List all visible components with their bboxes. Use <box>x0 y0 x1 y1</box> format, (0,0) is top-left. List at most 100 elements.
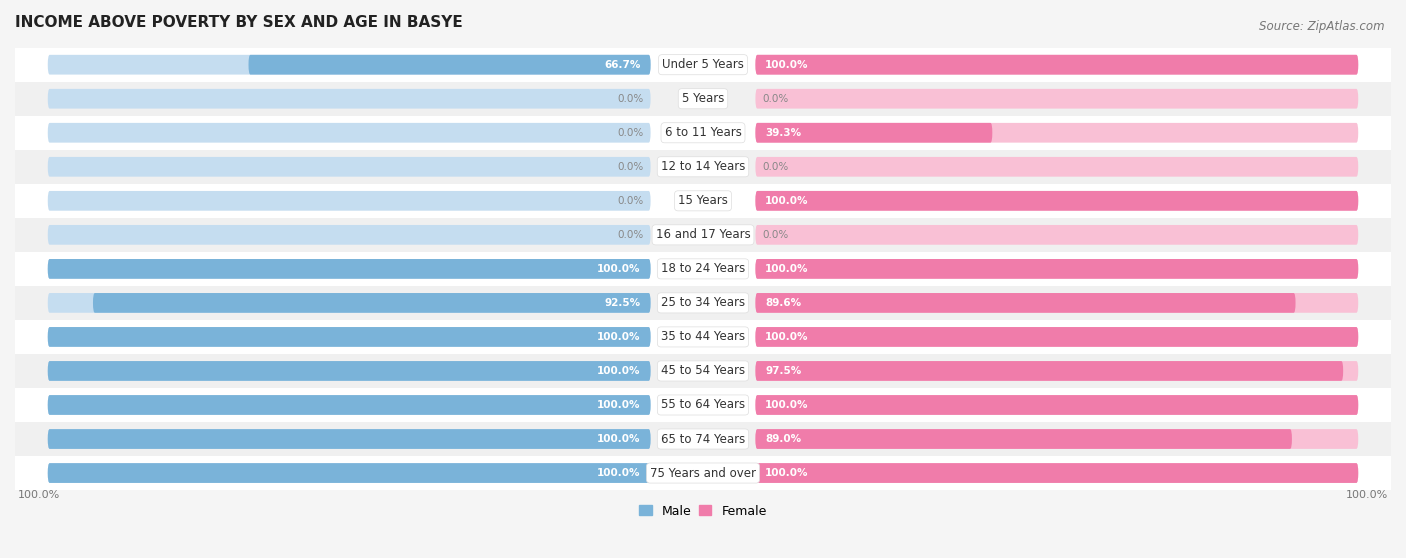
FancyBboxPatch shape <box>755 55 1358 75</box>
Bar <box>0 388 703 422</box>
Text: 5 Years: 5 Years <box>682 92 724 105</box>
Text: 35 to 44 Years: 35 to 44 Years <box>661 330 745 343</box>
Bar <box>0 116 703 150</box>
Text: INCOME ABOVE POVERTY BY SEX AND AGE IN BASYE: INCOME ABOVE POVERTY BY SEX AND AGE IN B… <box>15 15 463 30</box>
FancyBboxPatch shape <box>755 429 1358 449</box>
Text: 75 Years and over: 75 Years and over <box>650 466 756 479</box>
FancyBboxPatch shape <box>48 327 651 347</box>
Bar <box>0 286 703 320</box>
Text: 45 to 54 Years: 45 to 54 Years <box>661 364 745 377</box>
Text: Source: ZipAtlas.com: Source: ZipAtlas.com <box>1260 20 1385 32</box>
Bar <box>703 320 1406 354</box>
FancyBboxPatch shape <box>48 55 651 75</box>
Text: 100.0%: 100.0% <box>765 400 808 410</box>
Bar <box>703 81 1406 116</box>
Bar <box>703 218 1406 252</box>
Text: 89.0%: 89.0% <box>765 434 801 444</box>
FancyBboxPatch shape <box>48 123 651 143</box>
Bar <box>0 218 703 252</box>
FancyBboxPatch shape <box>755 327 1358 347</box>
Bar <box>0 456 703 490</box>
FancyBboxPatch shape <box>755 361 1343 381</box>
FancyBboxPatch shape <box>755 293 1295 313</box>
Bar <box>0 184 703 218</box>
Bar <box>0 81 703 116</box>
Bar <box>703 388 1406 422</box>
FancyBboxPatch shape <box>755 429 1292 449</box>
FancyBboxPatch shape <box>249 55 651 75</box>
Bar <box>703 47 1406 81</box>
FancyBboxPatch shape <box>755 123 993 143</box>
Bar <box>703 252 1406 286</box>
Bar <box>0 150 703 184</box>
Text: 89.6%: 89.6% <box>765 298 801 308</box>
FancyBboxPatch shape <box>755 259 1358 279</box>
Text: 100.0%: 100.0% <box>765 468 808 478</box>
Legend: Male, Female: Male, Female <box>634 499 772 522</box>
Bar <box>703 422 1406 456</box>
FancyBboxPatch shape <box>755 55 1358 75</box>
Bar <box>0 422 703 456</box>
Text: 39.3%: 39.3% <box>765 128 801 138</box>
Text: 55 to 64 Years: 55 to 64 Years <box>661 398 745 411</box>
Text: 100.0%: 100.0% <box>765 60 808 70</box>
FancyBboxPatch shape <box>48 225 651 245</box>
Text: 0.0%: 0.0% <box>762 94 789 104</box>
FancyBboxPatch shape <box>755 463 1358 483</box>
FancyBboxPatch shape <box>48 191 651 211</box>
Text: 100.0%: 100.0% <box>765 264 808 274</box>
Text: 0.0%: 0.0% <box>617 128 644 138</box>
Text: 15 Years: 15 Years <box>678 194 728 208</box>
Text: 100.0%: 100.0% <box>598 434 641 444</box>
FancyBboxPatch shape <box>48 259 651 279</box>
Bar <box>0 354 703 388</box>
FancyBboxPatch shape <box>93 293 651 313</box>
FancyBboxPatch shape <box>48 395 651 415</box>
Text: 97.5%: 97.5% <box>765 366 801 376</box>
FancyBboxPatch shape <box>48 429 651 449</box>
FancyBboxPatch shape <box>755 293 1358 313</box>
Text: 100.0%: 100.0% <box>598 264 641 274</box>
Bar <box>703 150 1406 184</box>
FancyBboxPatch shape <box>48 293 651 313</box>
FancyBboxPatch shape <box>48 463 651 483</box>
Bar <box>703 456 1406 490</box>
Bar <box>703 286 1406 320</box>
Text: 18 to 24 Years: 18 to 24 Years <box>661 262 745 275</box>
Text: 0.0%: 0.0% <box>762 162 789 172</box>
Text: 100.0%: 100.0% <box>598 400 641 410</box>
Text: 100.0%: 100.0% <box>598 468 641 478</box>
FancyBboxPatch shape <box>48 463 651 483</box>
FancyBboxPatch shape <box>755 361 1358 381</box>
Bar <box>703 354 1406 388</box>
Text: 0.0%: 0.0% <box>617 94 644 104</box>
Bar <box>0 252 703 286</box>
Text: 0.0%: 0.0% <box>762 230 789 240</box>
FancyBboxPatch shape <box>755 327 1358 347</box>
Text: 100.0%: 100.0% <box>598 366 641 376</box>
Text: 100.0%: 100.0% <box>765 332 808 342</box>
Text: 0.0%: 0.0% <box>617 196 644 206</box>
FancyBboxPatch shape <box>755 259 1358 279</box>
FancyBboxPatch shape <box>48 259 651 279</box>
FancyBboxPatch shape <box>48 327 651 347</box>
Bar <box>703 116 1406 150</box>
Text: 100.0%: 100.0% <box>598 332 641 342</box>
FancyBboxPatch shape <box>755 123 1358 143</box>
Text: 100.0%: 100.0% <box>1346 490 1388 500</box>
FancyBboxPatch shape <box>755 395 1358 415</box>
Text: 100.0%: 100.0% <box>765 196 808 206</box>
Bar <box>0 47 703 81</box>
Bar <box>0 320 703 354</box>
FancyBboxPatch shape <box>755 191 1358 211</box>
FancyBboxPatch shape <box>48 89 651 109</box>
FancyBboxPatch shape <box>755 395 1358 415</box>
FancyBboxPatch shape <box>755 191 1358 211</box>
Text: 25 to 34 Years: 25 to 34 Years <box>661 296 745 309</box>
Text: 6 to 11 Years: 6 to 11 Years <box>665 126 741 140</box>
FancyBboxPatch shape <box>755 157 1358 177</box>
Text: Under 5 Years: Under 5 Years <box>662 58 744 71</box>
Text: 0.0%: 0.0% <box>617 230 644 240</box>
Text: 66.7%: 66.7% <box>605 60 641 70</box>
Bar <box>703 184 1406 218</box>
